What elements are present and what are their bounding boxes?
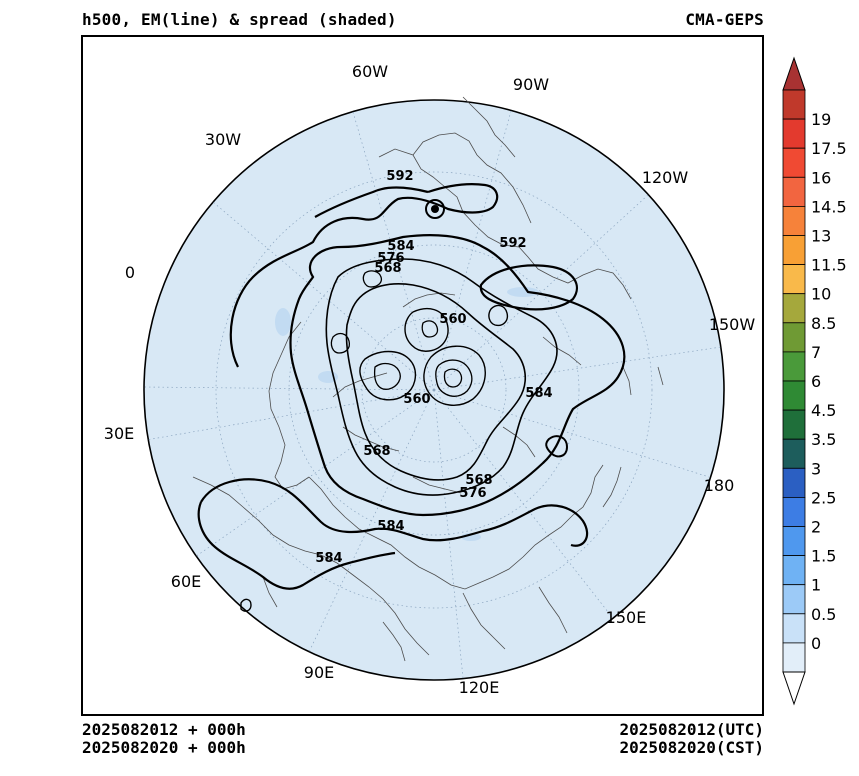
longitude-label: 120E (459, 678, 500, 697)
contour-label: 568 (465, 473, 492, 488)
colorbar-label: 8.5 (811, 314, 836, 333)
colorbar-box (782, 264, 806, 295)
colorbar-label-group: 1917.51614.51311.5108.5764.53.532.521.51… (811, 110, 847, 653)
colorbar-label: 16 (811, 168, 831, 187)
contour-label: 560 (439, 312, 466, 327)
colorbar-label: 1 (811, 576, 821, 595)
colorbar: 1917.51614.51311.5108.5764.53.532.521.51… (782, 56, 847, 706)
contour-label-group: 592 592 584 576 568 560 560 584 568 568 … (315, 169, 552, 566)
contour-label: 584 (377, 519, 404, 534)
colorbar-label: 0 (811, 634, 821, 653)
longitude-label: 30W (205, 130, 241, 149)
colorbar-box (782, 613, 806, 644)
colorbar-box (782, 205, 806, 236)
longitude-label: 60W (352, 62, 388, 81)
contour-label: 560 (403, 392, 430, 407)
contour-label: 592 (499, 236, 526, 251)
contour-label: 576 (459, 486, 486, 501)
colorbar-label: 0.5 (811, 605, 836, 624)
contour-label: 568 (374, 261, 401, 276)
colorbar-box (782, 584, 806, 615)
longitude-label: 0 (125, 263, 135, 282)
colorbar-label: 6 (811, 372, 821, 391)
contour-label: 592 (386, 169, 413, 184)
contour-label: 584 (525, 386, 552, 401)
colorbar-label: 4.5 (811, 401, 836, 420)
colorbar-label: 1.5 (811, 547, 836, 566)
colorbar-box (782, 526, 806, 557)
colorbar-box (782, 118, 806, 149)
colorbar-box (782, 89, 806, 120)
colorbar-label: 7 (811, 343, 821, 362)
colorbar-box (782, 351, 806, 382)
longitude-label: 90W (513, 75, 549, 94)
contour-label: 584 (315, 551, 342, 566)
contour-label: 568 (363, 444, 390, 459)
colorbar-label: 13 (811, 227, 831, 246)
forecast-init-line: 2025082012 + 000h (82, 720, 246, 739)
colorbar-label: 14.5 (811, 197, 847, 216)
cst-time: 2025082020(CST) (619, 738, 765, 757)
geopotential-contours (197, 183, 626, 612)
longitude-label: 120W (642, 168, 689, 187)
colorbar-box (782, 147, 806, 178)
colorbar-box (782, 555, 806, 586)
graticule (144, 110, 722, 679)
model-name: CMA-GEPS (685, 10, 764, 29)
colorbar-label: 10 (811, 285, 831, 304)
colorbar-label: 3 (811, 459, 821, 478)
colorbar-box (782, 293, 806, 324)
longitude-label: 180 (704, 476, 735, 495)
longitude-label: 150W (709, 315, 756, 334)
longitude-label: 60E (171, 572, 201, 591)
colorbar-box (782, 322, 806, 353)
colorbar-box (782, 467, 806, 498)
colorbar-label: 11.5 (811, 256, 847, 275)
colorbar-boxes (782, 89, 806, 673)
colorbar-label: 3.5 (811, 430, 836, 449)
map-title: h500, EM(line) & spread (shaded) (82, 10, 397, 29)
longitude-label: 90E (304, 663, 334, 682)
contour-label: 584 (387, 239, 414, 254)
colorbar-bottom-arrow (782, 671, 806, 706)
colorbar-label: 17.5 (811, 139, 847, 158)
colorbar-box (782, 409, 806, 440)
colorbar-label: 2.5 (811, 488, 836, 507)
colorbar-top-arrow (782, 56, 806, 91)
colorbar-box (782, 642, 806, 673)
longitude-label-group: 60W 90W 30W 120W 0 150W 30E 180 60E 150E… (104, 62, 756, 697)
longitude-label: 150E (606, 608, 647, 627)
colorbar-box (782, 176, 806, 207)
map-panel: 592 592 584 576 568 560 560 584 568 568 … (81, 35, 764, 716)
polar-map: 592 592 584 576 568 560 560 584 568 568 … (104, 62, 756, 697)
colorbar-label: 19 (811, 110, 831, 129)
longitude-label: 30E (104, 424, 134, 443)
colorbar-box (782, 235, 806, 266)
utc-time: 2025082012(UTC) (619, 720, 765, 739)
colorbar-box (782, 438, 806, 469)
contour-label: 576 (377, 251, 404, 266)
forecast-valid-line: 2025082020 + 000h (82, 738, 246, 757)
colorbar-label: 2 (811, 518, 821, 537)
colorbar-box (782, 496, 806, 527)
coastlines (192, 96, 664, 662)
colorbar-box (782, 380, 806, 411)
